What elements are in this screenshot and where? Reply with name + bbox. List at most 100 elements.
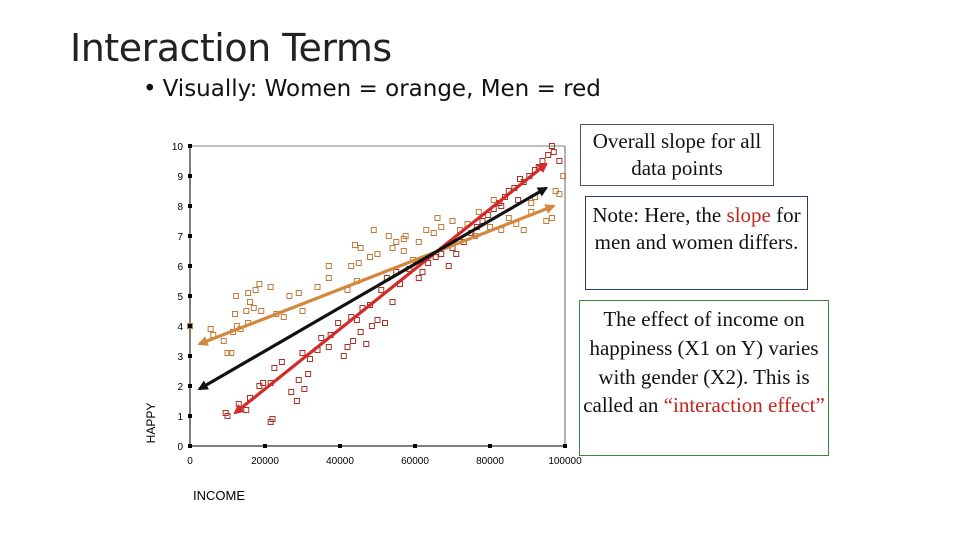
men-data-point — [382, 320, 388, 326]
men-data-point — [318, 335, 325, 341]
women-data-point — [250, 305, 257, 311]
women-data-point — [314, 284, 321, 290]
men-data-point — [556, 158, 563, 164]
men-data-point — [305, 371, 312, 377]
women-data-point — [548, 215, 555, 221]
x-axis-label: INCOME — [193, 488, 245, 503]
men-data-point — [224, 413, 231, 419]
women-data-point — [400, 248, 407, 254]
women-data-point — [556, 191, 563, 197]
note-slope-prefix: Note: Here, the — [592, 203, 727, 227]
y-tick-mark — [188, 204, 192, 208]
women-data-point — [232, 311, 238, 317]
women-data-point — [490, 197, 497, 203]
women-data-point — [385, 233, 392, 239]
y-tick-mark — [188, 264, 192, 268]
x-tick-mark — [488, 444, 492, 448]
men-data-point — [438, 251, 445, 257]
men-data-point — [325, 344, 332, 350]
y-tick-mark — [188, 414, 192, 418]
y-tick-label: 5 — [177, 292, 183, 303]
y-tick-label: 9 — [177, 172, 183, 183]
y-tick-label: 0 — [177, 442, 183, 453]
women-data-point — [233, 293, 240, 299]
men-data-point — [271, 365, 278, 371]
y-tick-label: 10 — [172, 142, 184, 153]
note-effect-main: The effect of income on happiness (X1 on… — [583, 307, 819, 418]
bullet-marker: • — [143, 76, 157, 102]
women-data-point — [389, 245, 396, 251]
slide-title: Interaction Terms — [70, 26, 392, 70]
men-data-point — [415, 275, 422, 281]
men-data-point — [419, 269, 426, 275]
women-data-point — [543, 218, 550, 224]
women-data-point — [267, 284, 274, 290]
women-data-point — [280, 314, 287, 320]
men-data-point — [295, 377, 302, 383]
overall-slope-arrow — [197, 186, 549, 391]
men-data-point — [453, 251, 460, 257]
men-data-point — [363, 341, 370, 347]
women-data-point — [245, 290, 252, 296]
women-data-point — [560, 173, 567, 179]
y-tick-label: 6 — [177, 262, 183, 273]
x-tick-label: 100000 — [548, 456, 582, 467]
men-data-point — [548, 143, 555, 149]
women-data-point — [243, 308, 250, 314]
men-data-point — [340, 353, 347, 359]
men-slope-arrow — [233, 162, 548, 415]
y-tick-mark — [188, 354, 192, 358]
women-data-point — [325, 275, 332, 281]
men-data-point — [357, 329, 364, 335]
men-data-point — [378, 287, 385, 293]
men-data-point — [307, 356, 313, 362]
women-data-point — [415, 239, 422, 245]
men-data-point — [368, 323, 375, 329]
men-data-point — [539, 158, 546, 164]
note-interaction-effect: The effect of income on happiness (X1 on… — [579, 300, 829, 456]
x-tick-label: 20000 — [251, 456, 279, 467]
x-tick-label: 0 — [187, 456, 193, 467]
women-data-point — [430, 230, 437, 236]
women-data-point — [220, 338, 227, 344]
men-data-point — [243, 407, 250, 413]
women-data-point — [374, 251, 381, 257]
women-data-point — [207, 326, 214, 332]
x-tick-mark — [338, 444, 342, 448]
women-data-point — [438, 224, 445, 230]
women-data-point — [187, 323, 193, 329]
women-data-point — [528, 200, 535, 206]
note-slope-differs: Note: Here, the slope for men and women … — [585, 196, 808, 290]
women-data-point — [370, 227, 377, 233]
women-data-point — [357, 245, 364, 251]
men-data-point — [344, 344, 351, 350]
note-overall-slope: Overall slope for all data points — [580, 124, 774, 186]
y-tick-label: 8 — [177, 202, 183, 213]
men-data-point — [278, 359, 285, 365]
women-data-point — [247, 299, 253, 305]
x-tick-label: 60000 — [401, 456, 429, 467]
men-data-point — [288, 389, 295, 395]
x-tick-label: 40000 — [326, 456, 354, 467]
women-data-point — [505, 215, 512, 221]
x-tick-mark — [263, 444, 267, 448]
women-data-point — [352, 242, 358, 248]
women-slope-arrow — [197, 204, 556, 346]
men-data-point — [301, 386, 308, 392]
women-data-point — [256, 281, 263, 287]
women-data-point — [520, 227, 527, 233]
note-slope-highlight: slope — [726, 203, 771, 227]
men-data-point — [550, 149, 557, 155]
x-tick-mark — [413, 444, 417, 448]
x-tick-label: 80000 — [476, 456, 504, 467]
y-tick-label: 1 — [177, 412, 183, 423]
women-data-point — [252, 287, 259, 293]
y-tick-mark — [188, 324, 192, 328]
men-data-point — [235, 401, 242, 407]
y-tick-mark — [188, 174, 192, 178]
men-data-point — [299, 350, 306, 356]
women-data-point — [295, 290, 302, 296]
women-data-point — [449, 218, 456, 224]
men-data-point — [350, 338, 357, 344]
